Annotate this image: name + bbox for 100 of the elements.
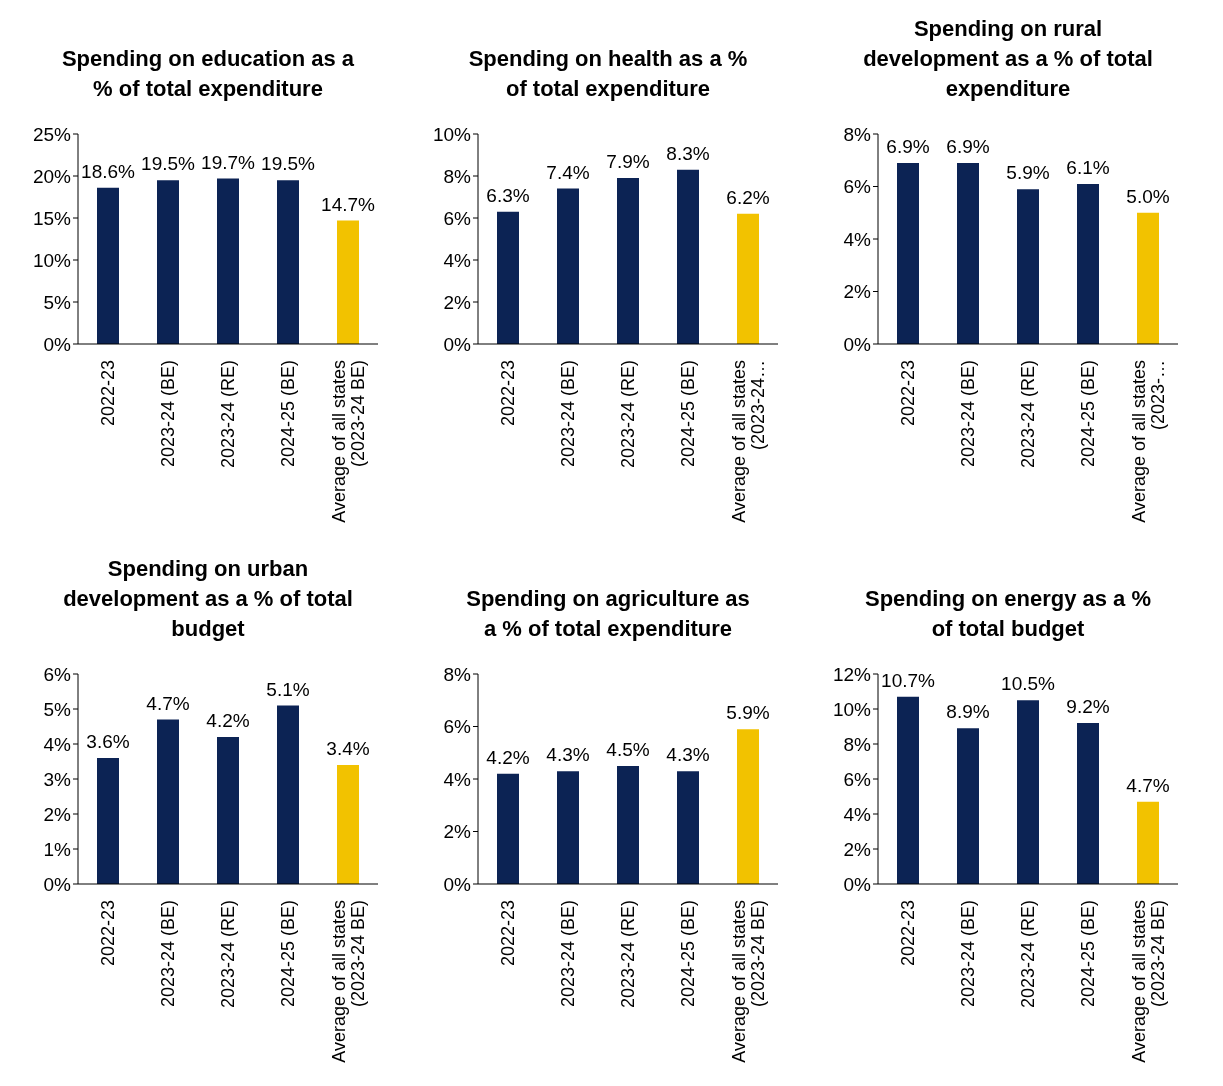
y-tick-label: 2% <box>43 803 72 825</box>
x-tick-label: 2023-24 (BE) <box>558 360 578 468</box>
bar <box>1017 189 1039 344</box>
y-tick-label: 10% <box>432 123 472 145</box>
data-label: 5.1% <box>266 678 310 700</box>
data-label: 19.5% <box>261 153 316 175</box>
y-tick-label: 2% <box>443 291 472 313</box>
data-label: 3.6% <box>86 731 130 752</box>
bar <box>1137 212 1159 344</box>
y-tick-label: 3% <box>43 768 72 790</box>
y-tick-label: 1% <box>43 838 72 860</box>
y-tick-label: 2% <box>843 281 872 303</box>
data-label: 7.9% <box>606 151 650 173</box>
y-tick-label: 0% <box>43 873 72 895</box>
data-label: 6.2% <box>726 186 770 208</box>
data-label: 6.3% <box>486 184 530 206</box>
x-tick-label: 2023-24 (BE) <box>158 360 178 468</box>
y-tick-label: 5% <box>43 291 72 313</box>
bar <box>97 187 119 344</box>
data-label: 4.3% <box>546 744 590 766</box>
x-tick-label: Average of all states (2023-24 BE) <box>328 360 368 523</box>
data-label: 8.3% <box>666 142 710 164</box>
bar <box>1077 723 1099 884</box>
y-tick-label: 4% <box>843 228 872 250</box>
x-tick-label: 2022-23 <box>898 360 918 427</box>
bar <box>337 220 359 344</box>
y-tick-label: 8% <box>443 165 472 187</box>
data-label: 4.7% <box>146 692 190 714</box>
x-tick-label: 2023-24 (RE) <box>618 360 638 469</box>
data-label: 4.3% <box>666 744 710 766</box>
data-label: 5.0% <box>1126 185 1170 207</box>
bar <box>497 211 519 344</box>
chart-title: Spending on education as a % of total expenditure <box>60 45 356 103</box>
x-tick-label: 2023-24 (BE) <box>158 900 178 1008</box>
chart-title: Spending on energy as a % of total budget <box>863 585 1153 643</box>
y-tick-label: 10% <box>832 698 872 720</box>
data-label: 7.4% <box>546 161 590 183</box>
bar <box>217 737 239 884</box>
y-tick-label: 6% <box>443 207 472 229</box>
bar <box>1077 183 1099 344</box>
data-label: 5.9% <box>726 702 770 724</box>
y-tick-label: 8% <box>843 123 872 145</box>
x-tick-label: 2024-25 (BE) <box>1078 900 1098 1008</box>
bar <box>157 180 179 344</box>
x-tick-label: 2022-23 <box>498 360 518 427</box>
bar <box>497 773 519 884</box>
bar <box>557 771 579 884</box>
bar <box>897 162 919 344</box>
bar <box>617 178 639 344</box>
y-tick-label: 20% <box>32 165 72 187</box>
bar <box>277 705 299 884</box>
data-label: 9.2% <box>1066 696 1110 717</box>
bar <box>957 728 979 884</box>
x-tick-label: 2024-25 (BE) <box>278 900 298 1008</box>
x-tick-label: Average of all states (2023-24… <box>728 360 768 523</box>
y-tick-label: 2% <box>443 821 472 843</box>
data-label: 10.5% <box>1001 673 1056 695</box>
x-tick-label: 2023-24 (BE) <box>958 900 978 1008</box>
x-tick-label: 2023-24 (RE) <box>1018 360 1038 469</box>
y-tick-label: 4% <box>843 803 872 825</box>
x-tick-label: 2022-23 <box>98 360 118 427</box>
x-tick-label: Average of all states (2023-24 BE) <box>328 900 368 1063</box>
data-label: 4.7% <box>1126 774 1170 796</box>
y-tick-label: 0% <box>843 873 872 895</box>
data-label: 4.5% <box>606 738 650 760</box>
x-tick-label: Average of all states (2023-24 BE) <box>1128 900 1168 1063</box>
bar <box>277 180 299 344</box>
y-tick-label: 0% <box>43 333 72 355</box>
chart-title: Spending on health as a % of total expenditure <box>467 45 749 103</box>
data-label: 4.2% <box>486 746 530 768</box>
chart-title: Spending on rural development as a % of total expenditure <box>862 15 1154 103</box>
bar <box>337 765 359 884</box>
data-label: 10.7% <box>881 669 936 691</box>
y-tick-label: 8% <box>843 733 872 755</box>
x-tick-label: 2022-23 <box>898 900 918 967</box>
x-tick-label: 2023-24 (BE) <box>958 360 978 468</box>
data-label: 4.2% <box>206 710 250 731</box>
y-tick-label: 0% <box>443 873 472 895</box>
x-tick-label: 2024-25 (BE) <box>678 900 698 1008</box>
bar <box>1137 801 1159 884</box>
x-tick-label: 2023-24 (RE) <box>1018 900 1038 1009</box>
data-label: 19.7% <box>201 151 256 173</box>
data-label: 6.9% <box>886 135 930 157</box>
y-tick-label: 6% <box>843 176 872 198</box>
x-tick-label: 2023-24 (RE) <box>218 360 238 469</box>
y-tick-label: 0% <box>843 333 872 355</box>
y-tick-label: 25% <box>32 123 72 145</box>
bar <box>97 758 119 884</box>
x-tick-label: 2024-25 (BE) <box>678 360 698 468</box>
data-label: 14.7% <box>321 193 376 215</box>
y-tick-label: 8% <box>443 663 472 685</box>
bar <box>217 178 239 344</box>
data-label: 8.9% <box>946 701 990 723</box>
chart-title: Spending on urban development as a % of total budget <box>62 555 354 643</box>
y-tick-label: 6% <box>443 716 472 738</box>
data-label: 6.1% <box>1066 156 1110 178</box>
bar <box>957 162 979 344</box>
y-tick-label: 6% <box>43 663 72 685</box>
y-tick-label: 0% <box>443 333 472 355</box>
x-tick-label: Average of all states (2023-24 BE) <box>728 900 768 1063</box>
